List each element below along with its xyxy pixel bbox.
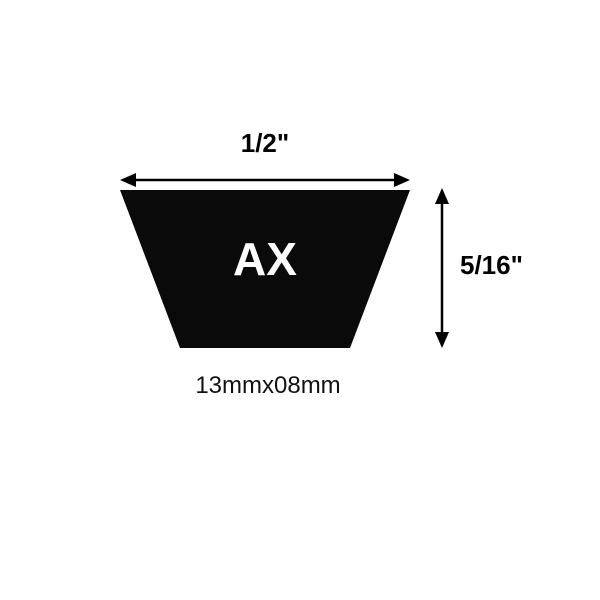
top-width-label: 1/2" (120, 128, 410, 159)
metric-dimension-label: 13mmx08mm (148, 372, 388, 400)
belt-series-label: AX (120, 232, 410, 286)
belt-cross-section-diagram: 1/2" AX 5/16" 13mmx08mm (0, 0, 600, 600)
top-width-arrow (120, 170, 410, 190)
right-height-arrow (432, 188, 452, 348)
right-height-label: 5/16" (460, 250, 523, 281)
